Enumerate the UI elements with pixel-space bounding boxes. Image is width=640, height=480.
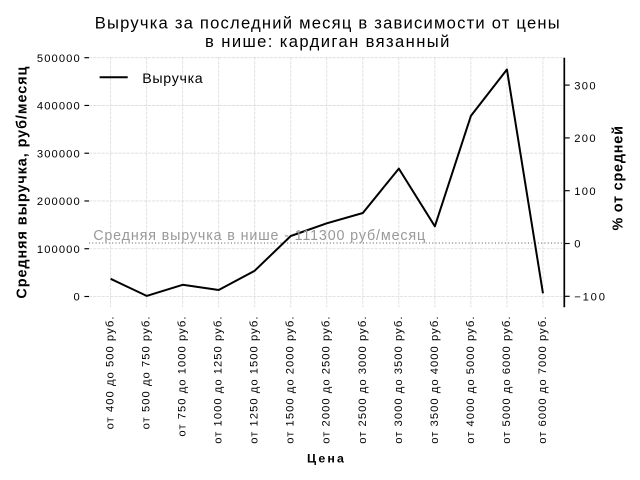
svg-text:от 2500 до 3000 руб.: от 2500 до 3000 руб.	[357, 317, 369, 444]
svg-text:500000: 500000	[37, 53, 80, 65]
svg-text:% от средней: % от средней	[611, 126, 627, 231]
svg-text:от 400 до 500 руб.: от 400 до 500 руб.	[105, 317, 117, 430]
svg-text:в нише: кардиган вязанный: в нише: кардиган вязанный	[205, 32, 449, 51]
svg-text:400000: 400000	[37, 101, 80, 113]
svg-text:от 500 до 750 руб.: от 500 до 750 руб.	[141, 317, 153, 430]
svg-text:от 1500 до 2000 руб.: от 1500 до 2000 руб.	[285, 317, 297, 444]
svg-text:100000: 100000	[37, 244, 80, 256]
svg-text:от 1000 до 1250 руб.: от 1000 до 1250 руб.	[213, 317, 225, 444]
svg-text:0: 0	[73, 292, 79, 304]
svg-text:300: 300	[574, 80, 595, 92]
svg-text:от 6000 до 7000 руб.: от 6000 до 7000 руб.	[537, 317, 549, 444]
svg-text:200: 200	[574, 133, 595, 145]
svg-text:Выручка за последний месяц в з: Выручка за последний месяц в зависимости…	[95, 14, 560, 33]
svg-text:от 5000 до 6000 руб.: от 5000 до 6000 руб.	[501, 317, 513, 444]
svg-text:от 1250 до 1500 руб.: от 1250 до 1500 руб.	[249, 317, 261, 444]
svg-text:100: 100	[574, 186, 595, 198]
svg-text:0: 0	[574, 239, 580, 251]
svg-text:от 3000 до 3500 руб.: от 3000 до 3500 руб.	[393, 317, 405, 444]
svg-text:от 3500 до 4000 руб.: от 3500 до 4000 руб.	[429, 317, 441, 444]
svg-text:Средняя выручка в нише - 11130: Средняя выручка в нише - 111300 руб/меся…	[93, 228, 425, 244]
svg-text:200000: 200000	[37, 196, 80, 208]
svg-text:Средняя выручка, руб/месяц: Средняя выручка, руб/месяц	[15, 66, 31, 298]
svg-text:от 750 до 1000 руб.: от 750 до 1000 руб.	[177, 317, 189, 437]
svg-text:от 4000 до 5000 руб.: от 4000 до 5000 руб.	[465, 317, 477, 444]
svg-text:от 2000 до 2500 руб.: от 2000 до 2500 руб.	[321, 317, 333, 444]
svg-text:300000: 300000	[37, 148, 80, 160]
svg-text:Выручка: Выручка	[142, 71, 203, 87]
